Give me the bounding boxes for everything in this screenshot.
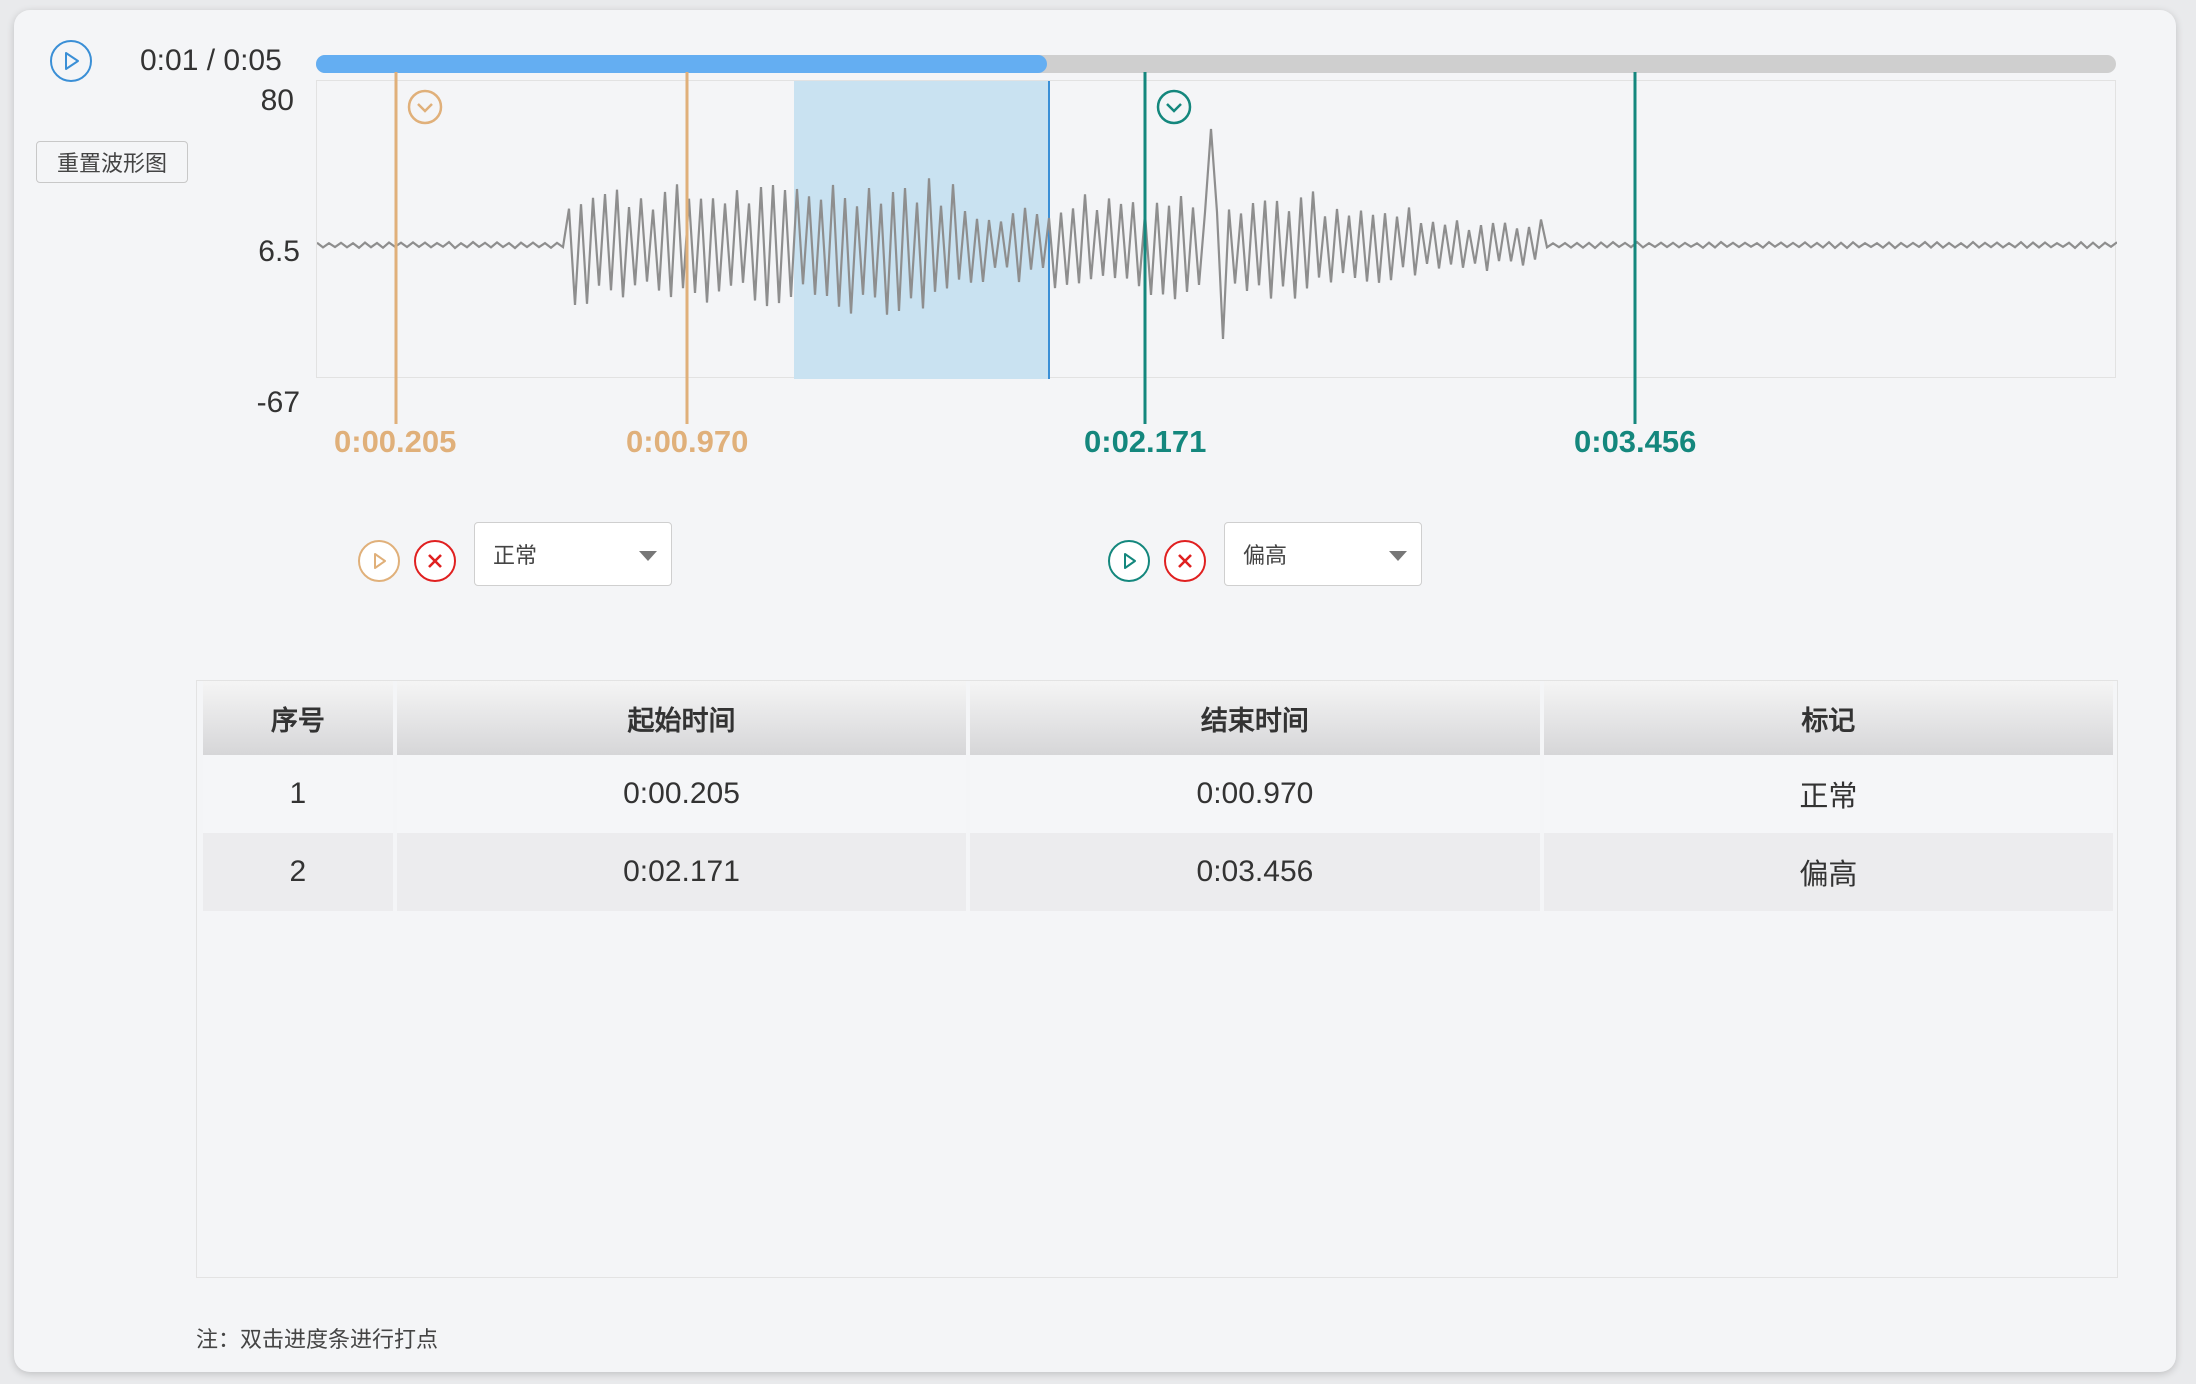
cell-mark: 正常: [1543, 755, 2113, 833]
segment-2-label-value: 偏高: [1243, 543, 1288, 568]
chevron-down-icon: [639, 551, 657, 561]
cell-end-time: 0:00.970: [970, 755, 1540, 833]
play-icon: [1124, 553, 1136, 569]
table-row[interactable]: 1 0:00.205 0:00.970 正常: [203, 755, 2113, 833]
cell-start-time: 0:00.205: [396, 755, 967, 833]
cell-end-time: 0:03.456: [970, 833, 1540, 911]
cell-index: 2: [203, 833, 393, 911]
table-header-row: 序号 起始时间 结束时间 标记: [203, 681, 2113, 755]
cell-index: 1: [203, 755, 393, 833]
marker-label-end-2: 0:03.456: [1574, 424, 1697, 459]
table-row[interactable]: 2 0:02.171 0:03.456 偏高: [203, 833, 2113, 911]
marker-lines: [394, 72, 1637, 424]
column-header-mark: 标记: [1543, 681, 2113, 755]
marker-label-start-2: 0:02.171: [1084, 424, 1207, 459]
waveform-line: [317, 128, 2117, 340]
segment-1-label-select[interactable]: 正常: [474, 522, 672, 586]
time-display: 0:01 / 0:05: [140, 44, 282, 77]
column-header-start-time: 起始时间: [396, 681, 967, 755]
progress-fill: [316, 55, 1047, 73]
marker-label-start-1: 0:00.205: [334, 424, 457, 459]
cell-start-time: 0:02.171: [396, 833, 967, 911]
reset-waveform-button[interactable]: 重置波形图: [36, 141, 188, 183]
cell-mark: 偏高: [1543, 833, 2113, 911]
y-tick-mid: 6.5: [258, 235, 300, 268]
play-icon: [374, 553, 386, 569]
waveform-canvas[interactable]: [316, 80, 2117, 379]
footer-note: 注：双击进度条进行打点: [196, 1328, 439, 1353]
play-button[interactable]: [50, 40, 92, 82]
segment-2-label-select[interactable]: 偏高: [1224, 522, 1422, 586]
segment-2-delete-button[interactable]: [1164, 540, 1206, 582]
y-tick-min: -67: [256, 386, 300, 419]
chevron-down-icon: [1389, 551, 1407, 561]
segment-2-play-button[interactable]: [1108, 540, 1150, 582]
play-icon: [65, 52, 79, 70]
column-header-end-time: 结束时间: [970, 681, 1540, 755]
segments-table: 序号 起始时间 结束时间 标记 1 0:00.205 0:00.970 正常 2…: [196, 680, 2118, 1278]
segment-1-play-button[interactable]: [358, 540, 400, 582]
column-header-index: 序号: [203, 681, 393, 755]
chevron-down-icon[interactable]: [1156, 89, 1192, 125]
chevron-down-icon[interactable]: [407, 89, 443, 125]
close-icon: [428, 554, 442, 568]
close-icon: [1178, 554, 1192, 568]
marker-label-end-1: 0:00.970: [626, 424, 749, 459]
segment-1-label-value: 正常: [493, 543, 538, 568]
progress-bar[interactable]: [316, 55, 2116, 73]
y-tick-max: 80: [260, 84, 294, 117]
selection-region: [794, 81, 1049, 379]
segment-1-delete-button[interactable]: [414, 540, 456, 582]
